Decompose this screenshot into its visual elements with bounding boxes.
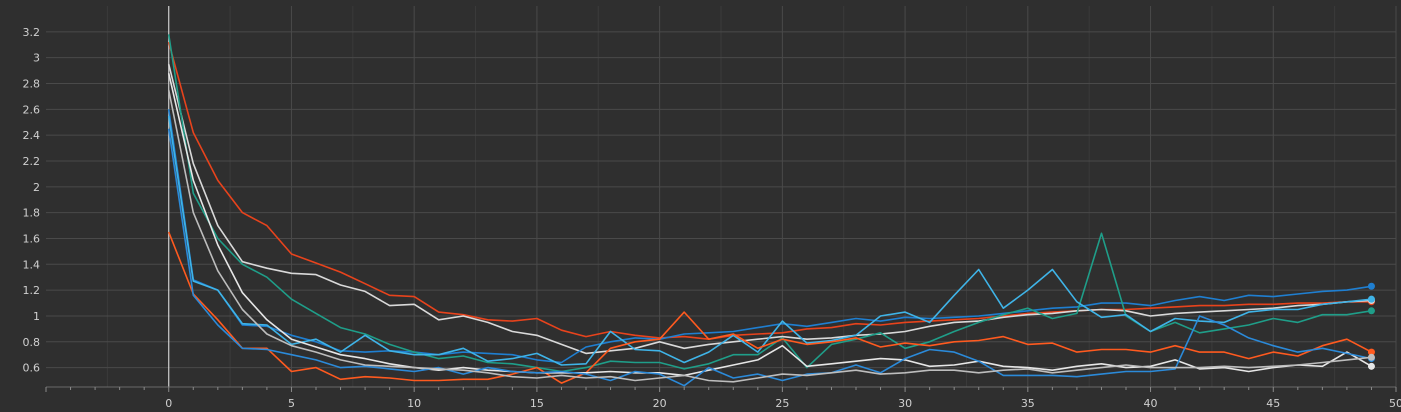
- series-line-5: [167, 115, 1372, 366]
- series-line-1: [167, 41, 1372, 341]
- series-line-2: [167, 63, 1372, 355]
- y-tick-label: 1.4: [23, 258, 41, 271]
- y-tick-label: 2.2: [23, 155, 41, 168]
- y-tick-label: 2.4: [23, 129, 41, 142]
- series-line-9: [167, 89, 1372, 383]
- y-tick-label: 2.6: [23, 103, 41, 116]
- y-tick-label: 1: [33, 310, 40, 323]
- y-tick-label: 3: [33, 52, 40, 65]
- y-tick-label: 0.8: [23, 336, 41, 349]
- x-tick-label: 45: [1266, 397, 1280, 410]
- series-line-6: [167, 231, 1372, 384]
- series-end-point-9: [1367, 353, 1375, 361]
- y-tick-label: 1.8: [23, 207, 41, 220]
- series-line-7: [167, 73, 1372, 377]
- series-end-markers: [1367, 282, 1375, 370]
- x-tick-label: 15: [530, 397, 544, 410]
- series-line-8: [167, 128, 1372, 387]
- y-tick-label: 1.6: [23, 232, 41, 245]
- axes: 0 5 10 15 20 25 30 35 40 45 50 0.6 0.8 1 1.2 1.4 1.6 1.8 2…: [23, 6, 1401, 410]
- series-end-point-4: [1367, 307, 1375, 315]
- series-line-3: [167, 109, 1372, 364]
- x-tick-label: 30: [898, 397, 912, 410]
- series-end-point-3: [1367, 282, 1375, 290]
- x-tick-label: 5: [288, 397, 295, 410]
- series-line-4: [167, 34, 1372, 373]
- x-tick-label: 50: [1389, 397, 1401, 410]
- series-end-point-5: [1367, 295, 1375, 303]
- x-tick-label: 40: [1144, 397, 1158, 410]
- y-tick-label: 1.2: [23, 284, 41, 297]
- x-tick-label: 35: [1021, 397, 1035, 410]
- y-tick-label: 2.8: [23, 77, 41, 90]
- series-lines: [167, 34, 1372, 387]
- x-tick-label: 25: [775, 397, 789, 410]
- series-end-point-6: [1367, 348, 1375, 356]
- x-tick-label: 10: [407, 397, 421, 410]
- y-tick-label: 0.6: [23, 362, 41, 375]
- series-end-point-7: [1367, 362, 1375, 370]
- y-tick-label: 2: [33, 181, 40, 194]
- y-tick-label: 3.2: [23, 26, 41, 39]
- x-tick-label: 0: [165, 397, 172, 410]
- x-tick-label: 20: [653, 397, 667, 410]
